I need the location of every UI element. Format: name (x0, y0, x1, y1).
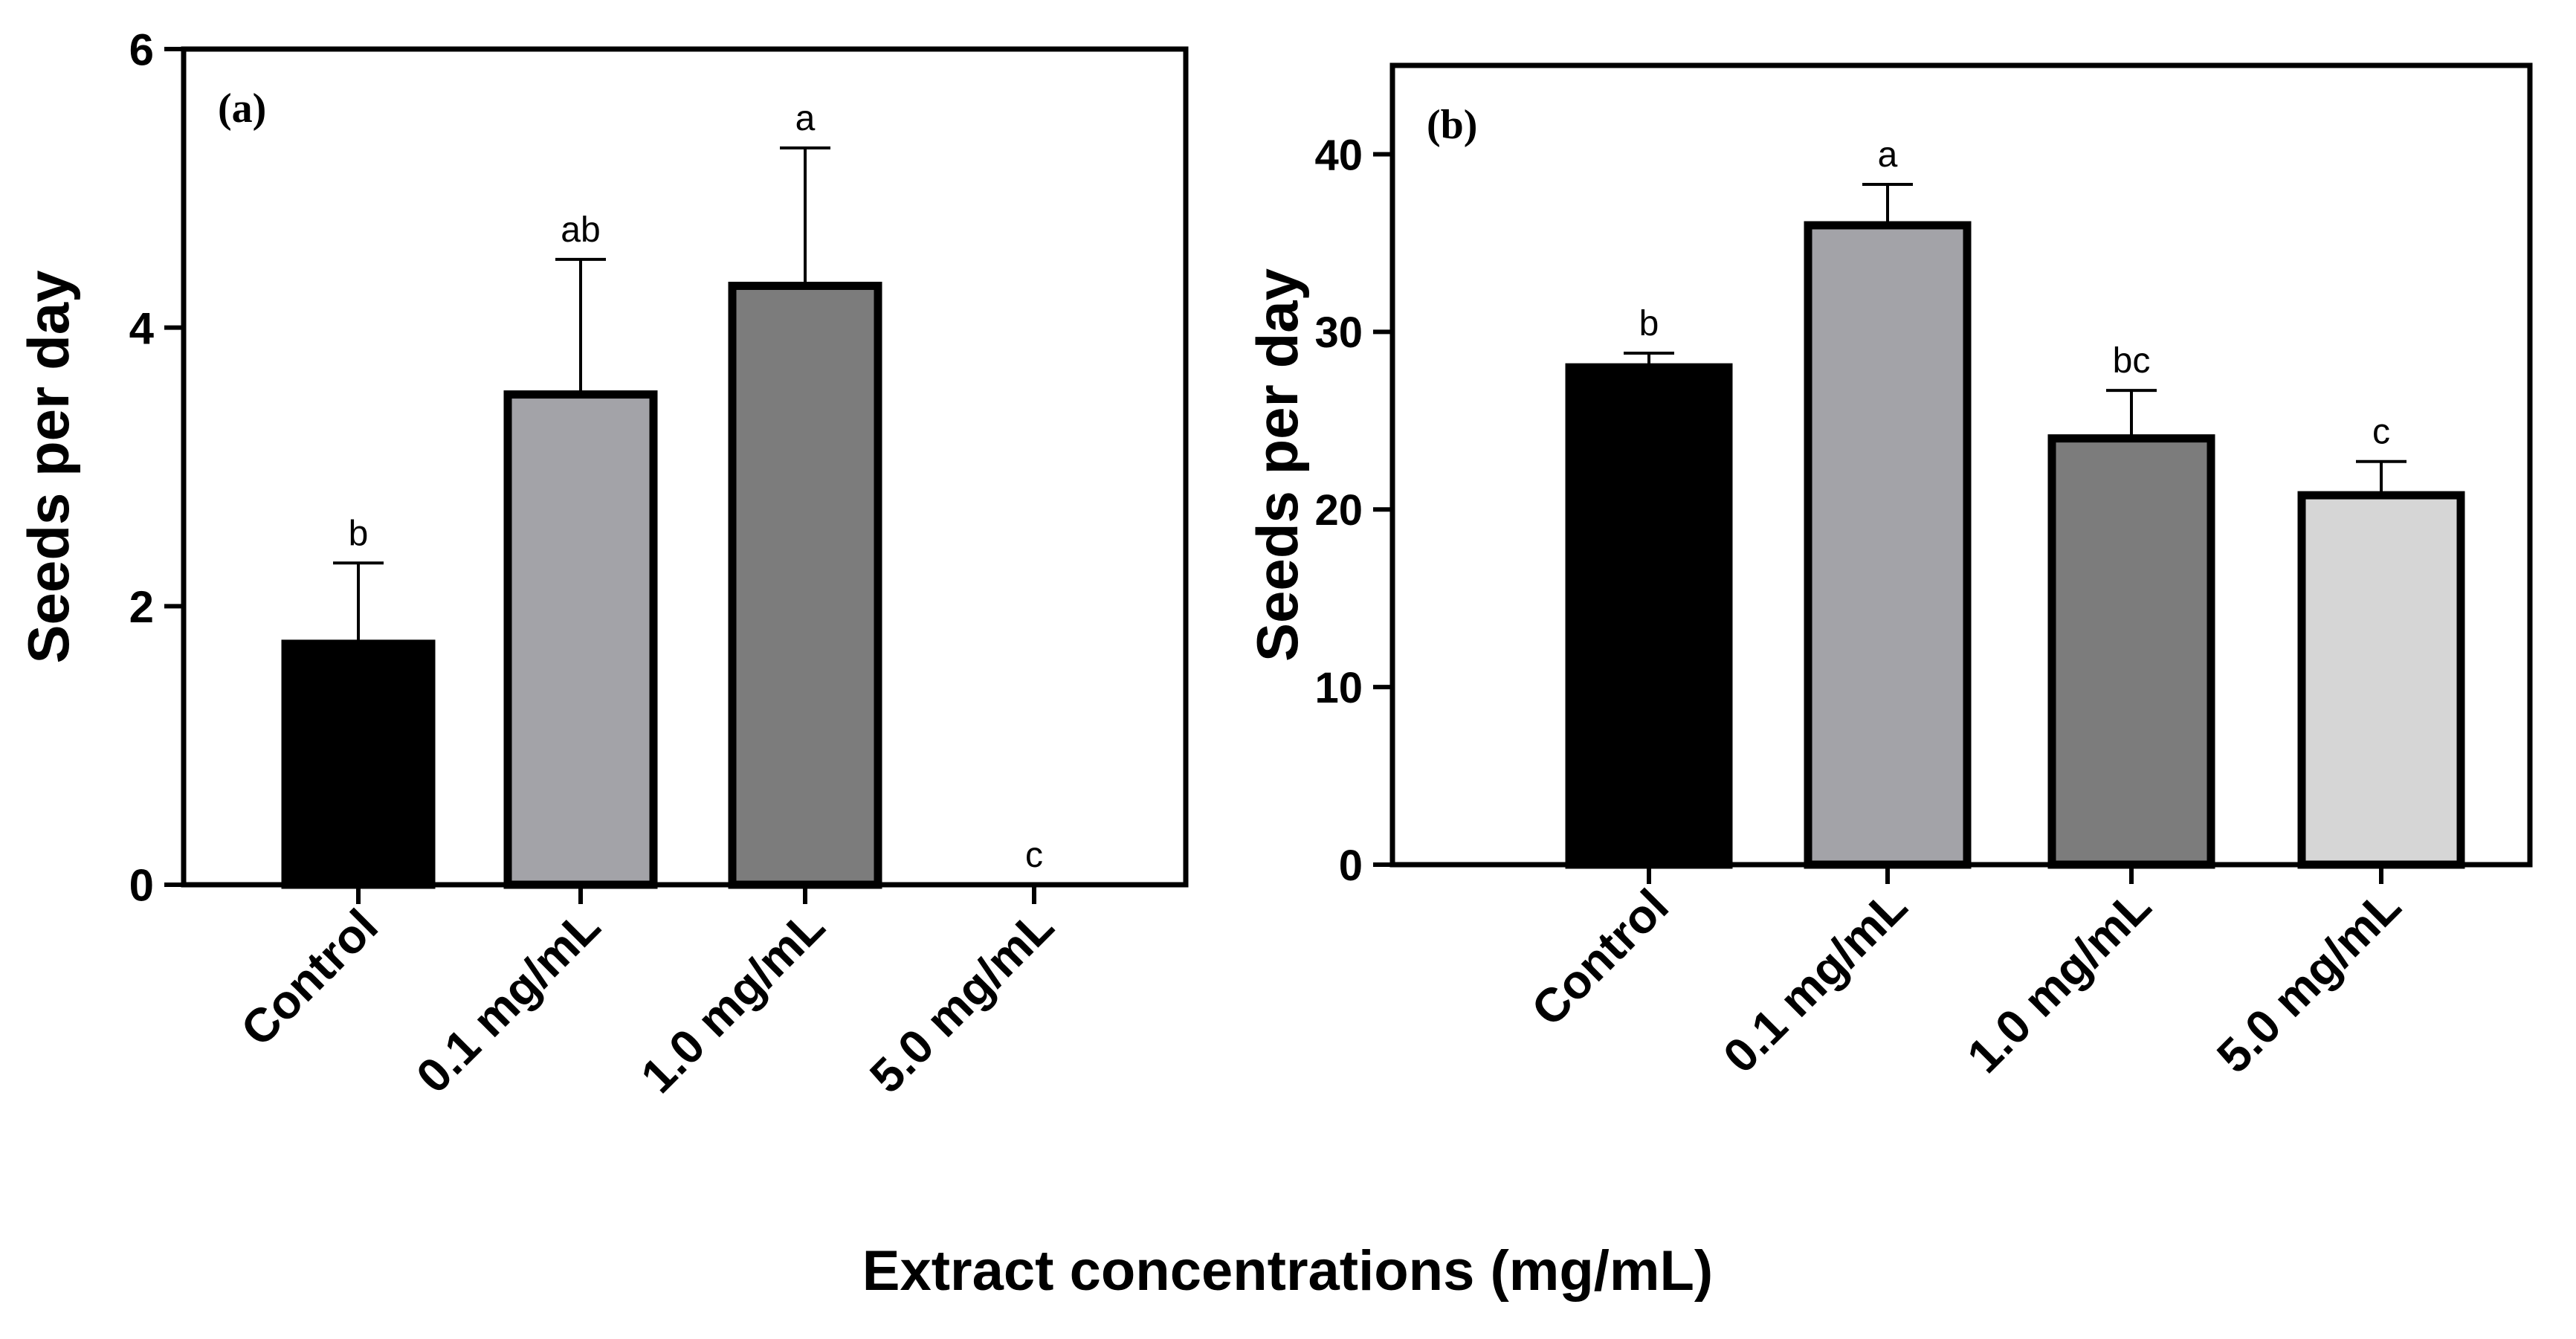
y-tick-label: 0 (129, 861, 154, 911)
bar (281, 639, 436, 889)
y-tick-label: 30 (1314, 309, 1363, 357)
bar (1804, 221, 1972, 869)
bar (1565, 363, 1733, 869)
panel-label: (b) (1427, 102, 1477, 148)
y-tick-label: 4 (129, 303, 155, 353)
x-category-label: 0.1 mg/mL (406, 899, 610, 1103)
x-category-label: Control (1521, 879, 1679, 1036)
x-category-label: 0.1 mg/mL (1713, 879, 1917, 1083)
x-category-label: 5.0 mg/mL (859, 899, 1064, 1103)
y-tick-label: 6 (129, 25, 154, 75)
significance-letter: a (795, 99, 816, 138)
panel-a: 0 2 4 6 Seeds per day (a) b Control ab 0.1 mg/mL a… (16, 25, 1189, 1103)
shared-x-axis-title: Extract concentrations (mg/mL) (862, 1239, 1713, 1303)
x-category-label: 1.0 mg/mL (1957, 879, 2161, 1083)
y-axis-title: Seeds per day (16, 271, 81, 664)
x-category-label: 5.0 mg/mL (2207, 879, 2411, 1083)
significance-letter: c (2372, 413, 2390, 452)
bar (503, 390, 658, 889)
x-category-label: Control (230, 899, 388, 1056)
significance-letter: b (349, 514, 369, 553)
plot-frame (181, 46, 1189, 888)
bar (2297, 491, 2465, 869)
x-category-label: 1.0 mg/mL (630, 899, 835, 1103)
significance-letter: ab (561, 210, 600, 250)
bar (2047, 434, 2215, 869)
panel-label: (a) (218, 85, 266, 132)
significance-letter: bc (2113, 341, 2151, 381)
y-axis-title: Seeds per day (1245, 268, 1310, 662)
significance-letter: a (1878, 135, 1898, 175)
y-tick-label: 0 (1339, 842, 1363, 890)
panel-b: 0 10 20 30 40 Seeds per day (b) b Control a 0.1 mg… (1245, 62, 2533, 1083)
y-tick-label: 2 (129, 582, 154, 632)
bar (728, 281, 882, 889)
significance-letter: b (1639, 304, 1659, 343)
y-tick-label: 20 (1314, 486, 1363, 535)
y-tick-label: 10 (1314, 664, 1363, 712)
y-tick-label: 40 (1314, 131, 1363, 179)
significance-letter: c (1025, 836, 1043, 875)
